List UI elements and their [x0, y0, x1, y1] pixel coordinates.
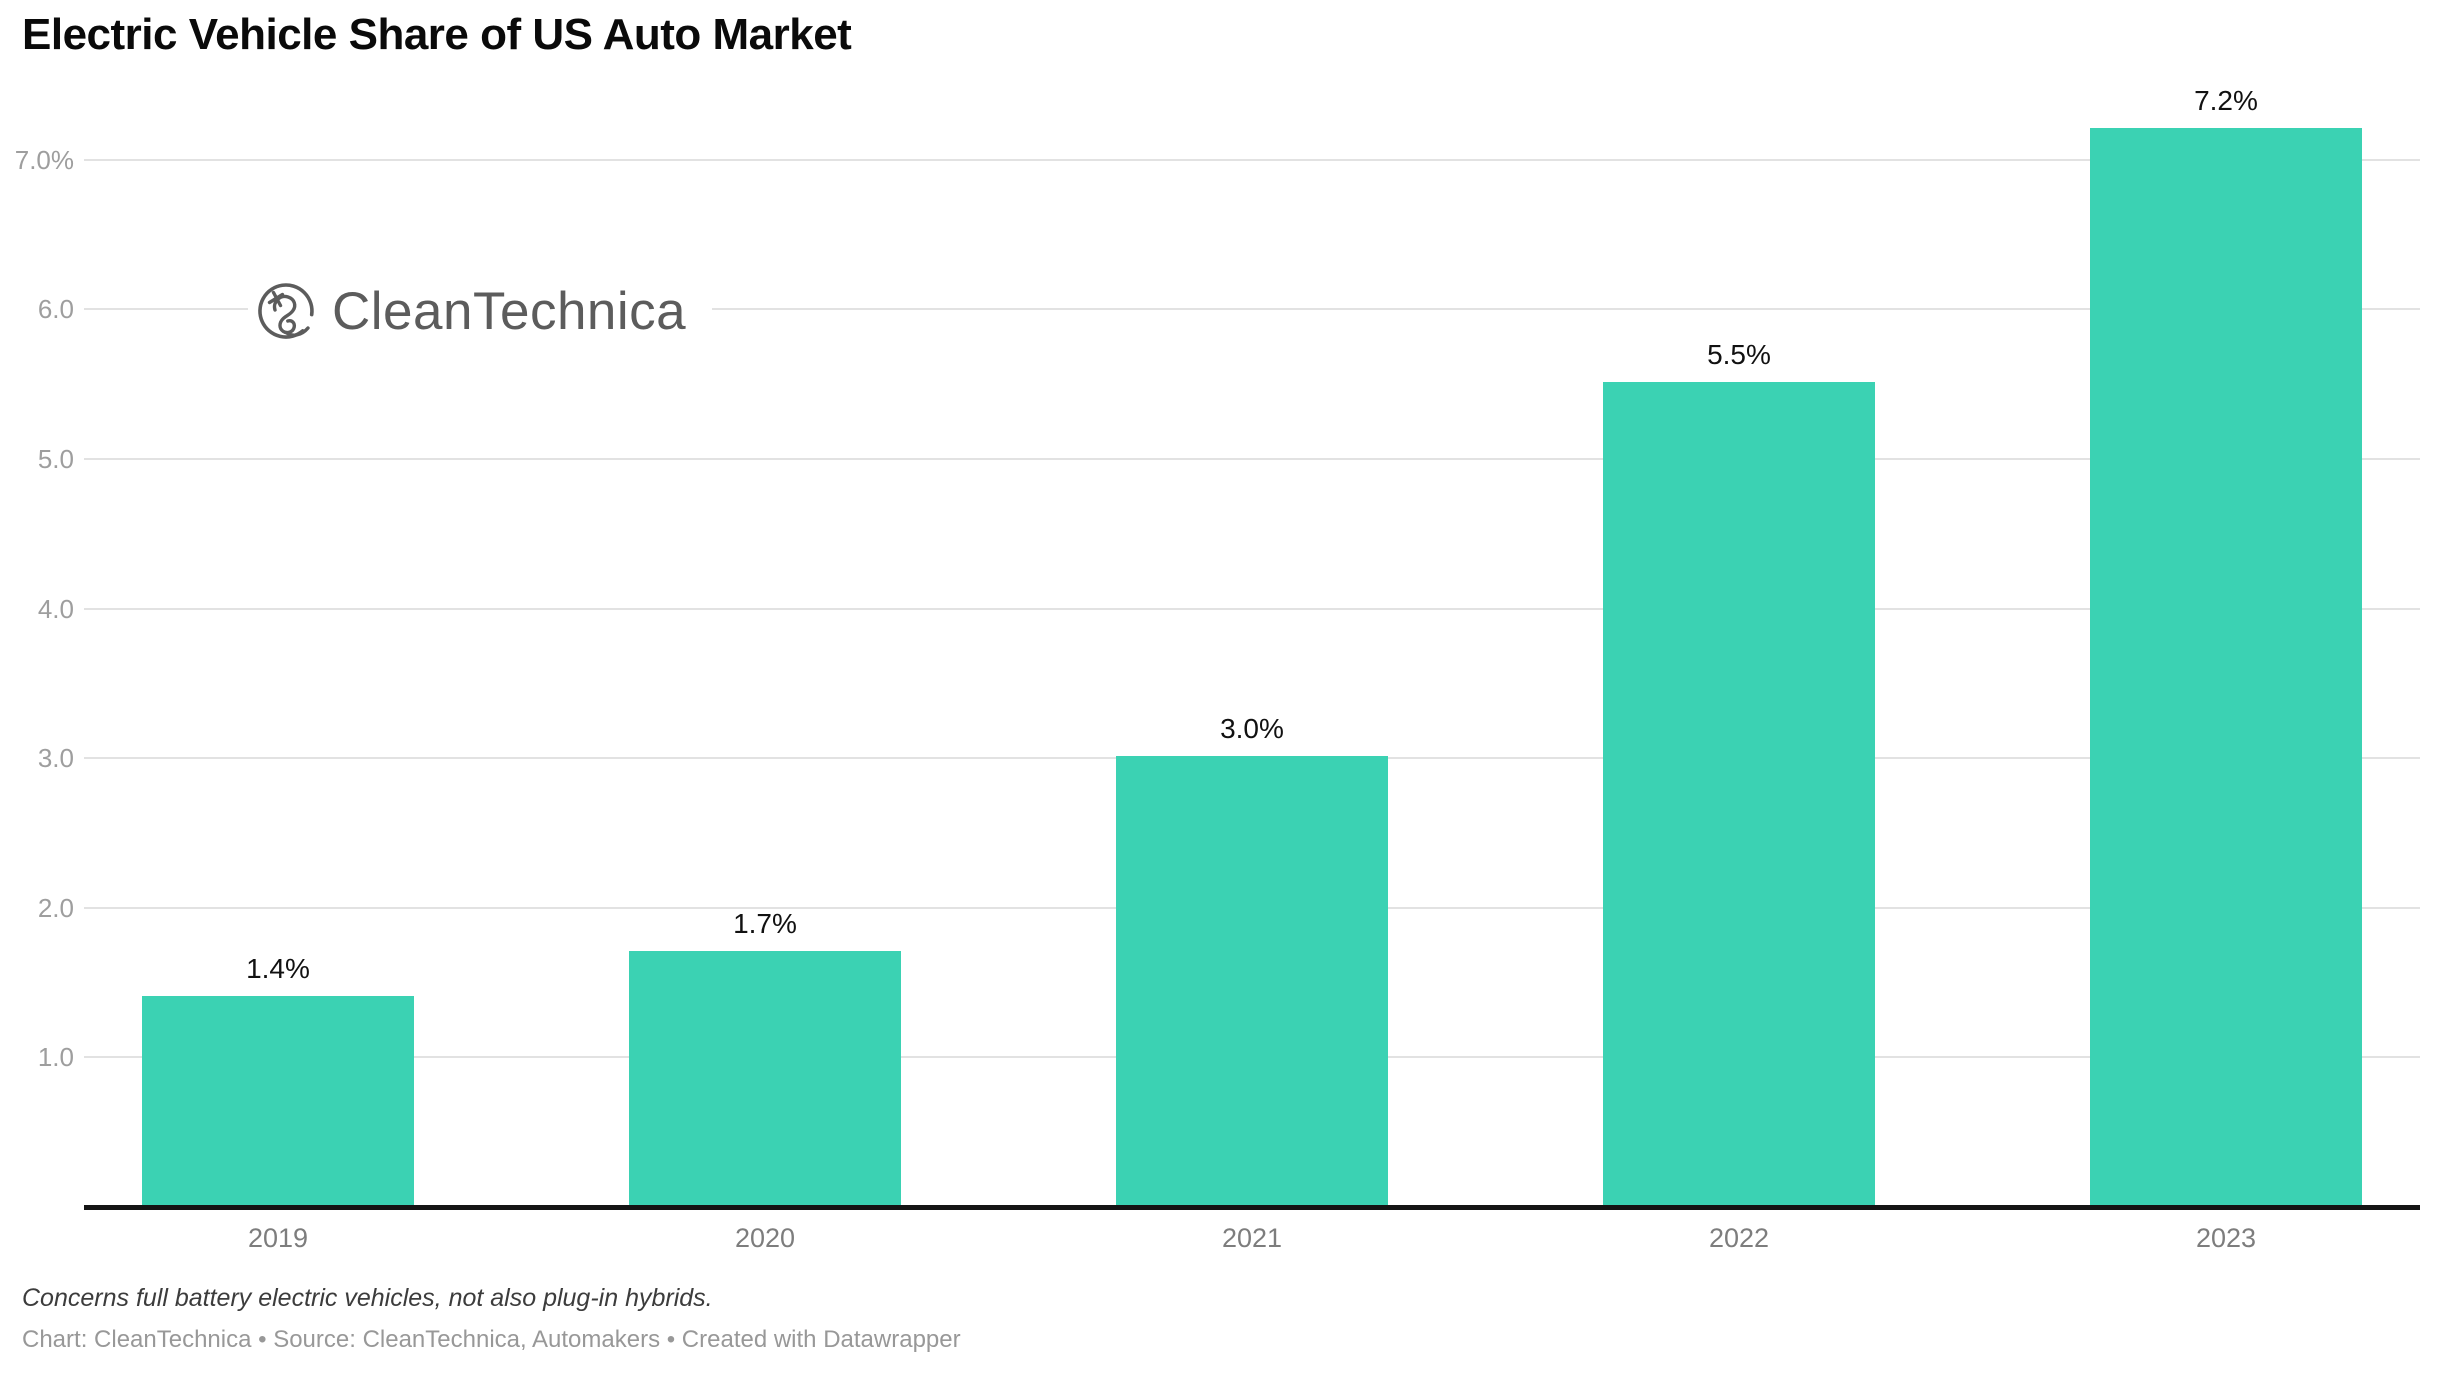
y-axis-tick-5.0: 5.0	[37, 444, 74, 474]
y-axis-tick-2.0: 2.0	[37, 892, 74, 923]
bar-2022	[1603, 382, 1875, 1205]
y-axis-tick-3.0: 3.0	[37, 743, 74, 774]
gridline-6.0	[84, 308, 2420, 311]
y-axis-tick-1.0: 1.0	[37, 1042, 74, 1073]
value-label-2019: 1.4%	[246, 953, 310, 984]
x-axis-tick-2020: 2020	[734, 1223, 796, 1253]
ev-plug-circle-icon	[256, 281, 316, 341]
bar-2023	[2090, 128, 2362, 1205]
value-label-2020: 1.7%	[733, 908, 797, 939]
chart-note: Concerns full battery electric vehicles,…	[22, 1284, 713, 1312]
logo-wordmark: CleanTechnica	[332, 281, 687, 341]
y-axis-tick-4.0: 4.0	[37, 593, 74, 624]
x-axis-tick-2023: 2023	[2195, 1223, 2257, 1253]
gridline-7.0%	[84, 158, 2420, 161]
x-axis-tick-2021: 2021	[1221, 1223, 1283, 1253]
chart-byline: Chart: CleanTechnica • Source: CleanTech…	[22, 1326, 961, 1353]
x-axis-line	[84, 1205, 2420, 1210]
value-label-2022: 5.5%	[1707, 339, 1771, 370]
bar-2019	[142, 996, 414, 1205]
y-axis-tick-6.0: 6.0	[37, 294, 74, 325]
y-axis-tick-7.0%: 7.0%	[14, 144, 74, 175]
value-label-2021: 3.0%	[1220, 713, 1284, 744]
bar-2021	[1116, 756, 1388, 1205]
cleantechnica-logo: CleanTechnica	[248, 266, 713, 356]
value-label-2023: 7.2%	[2194, 85, 2258, 116]
bar-2020	[629, 951, 901, 1205]
x-axis-tick-2019: 2019	[247, 1223, 309, 1253]
chart-title: Electric Vehicle Share of US Auto Market	[22, 10, 852, 59]
gridline-4.0	[84, 607, 2420, 610]
gridline-5.0	[84, 458, 2420, 460]
x-axis-tick-2022: 2022	[1708, 1223, 1770, 1253]
